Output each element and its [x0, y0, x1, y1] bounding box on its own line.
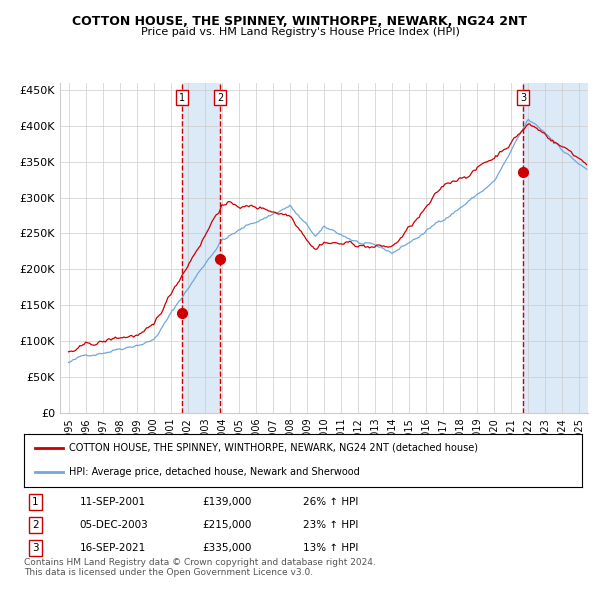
Text: 23% ↑ HPI: 23% ↑ HPI: [303, 520, 358, 530]
Text: 3: 3: [32, 543, 38, 553]
Text: HPI: Average price, detached house, Newark and Sherwood: HPI: Average price, detached house, Newa…: [68, 467, 359, 477]
Bar: [523, 83, 588, 413]
Text: 1: 1: [179, 93, 185, 103]
Text: Contains HM Land Registry data © Crown copyright and database right 2024.
This d: Contains HM Land Registry data © Crown c…: [24, 558, 376, 577]
Text: 13% ↑ HPI: 13% ↑ HPI: [303, 543, 358, 553]
Text: £335,000: £335,000: [203, 543, 252, 553]
Text: 26% ↑ HPI: 26% ↑ HPI: [303, 497, 358, 507]
Text: Price paid vs. HM Land Registry's House Price Index (HPI): Price paid vs. HM Land Registry's House …: [140, 27, 460, 37]
Bar: [182, 83, 220, 413]
Text: 11-SEP-2001: 11-SEP-2001: [80, 497, 146, 507]
Text: COTTON HOUSE, THE SPINNEY, WINTHORPE, NEWARK, NG24 2NT: COTTON HOUSE, THE SPINNEY, WINTHORPE, NE…: [73, 15, 527, 28]
Text: 05-DEC-2003: 05-DEC-2003: [80, 520, 149, 530]
Text: 3: 3: [520, 93, 527, 103]
Text: £139,000: £139,000: [203, 497, 252, 507]
Text: 2: 2: [217, 93, 224, 103]
Text: COTTON HOUSE, THE SPINNEY, WINTHORPE, NEWARK, NG24 2NT (detached house): COTTON HOUSE, THE SPINNEY, WINTHORPE, NE…: [68, 443, 478, 453]
Text: £215,000: £215,000: [203, 520, 252, 530]
Text: 2: 2: [32, 520, 38, 530]
Text: 16-SEP-2021: 16-SEP-2021: [80, 543, 146, 553]
Text: 1: 1: [32, 497, 38, 507]
